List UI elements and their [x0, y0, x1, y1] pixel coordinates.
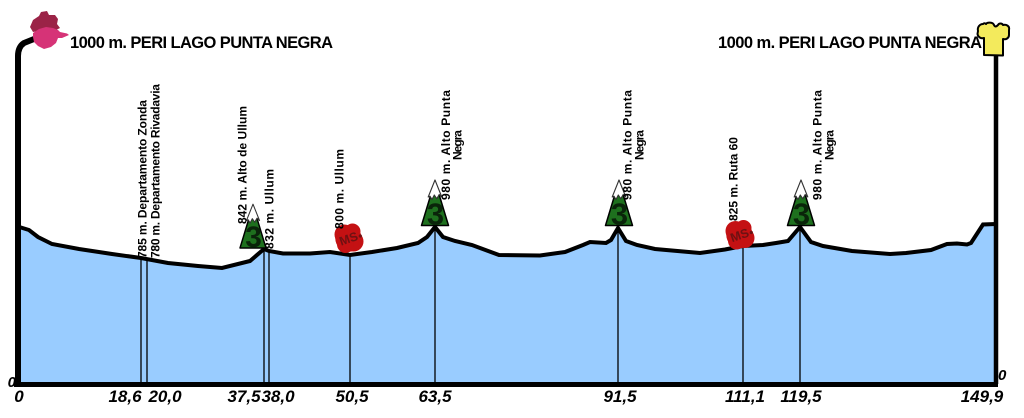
svg-text:0: 0: [998, 367, 1007, 384]
svg-text:1000 m. PERI LAGO PUNTA NEGRA: 1000 m. PERI LAGO PUNTA NEGRA: [718, 34, 982, 52]
svg-text:980 m. Alto Punta: 980 m. Alto Punta: [811, 90, 825, 200]
svg-text:800 m. Ullum: 800 m. Ullum: [333, 149, 347, 229]
svg-text:50,5: 50,5: [335, 387, 369, 406]
svg-text:0: 0: [8, 374, 17, 391]
svg-text:149,9: 149,9: [961, 387, 1004, 406]
svg-text:18,6: 18,6: [108, 387, 142, 406]
svg-text:832 m. Ullum: 832 m. Ullum: [263, 169, 277, 249]
svg-text:38,0: 38,0: [261, 387, 295, 406]
svg-text:Negra: Negra: [823, 130, 837, 160]
svg-text:785 m. Departamento Zonda: 785 m. Departamento Zonda: [136, 100, 150, 258]
svg-text:980 m. Alto Punta: 980 m. Alto Punta: [439, 90, 453, 200]
svg-text:0: 0: [14, 387, 24, 406]
svg-text:Negra: Negra: [633, 130, 647, 160]
svg-text:MS: MS: [338, 229, 360, 248]
svg-text:825 m. Ruta 60: 825 m. Ruta 60: [727, 137, 741, 221]
svg-text:111,1: 111,1: [725, 387, 765, 406]
svg-text:63,5: 63,5: [418, 387, 452, 406]
svg-text:20,0: 20,0: [147, 387, 182, 406]
svg-text:1000 m. PERI LAGO PUNTA NEGRA: 1000 m. PERI LAGO PUNTA NEGRA: [70, 34, 333, 52]
svg-text:Negra: Negra: [451, 130, 465, 160]
svg-text:MS: MS: [729, 226, 751, 245]
svg-text:842 m. Alto de Ullum: 842 m. Alto de Ullum: [236, 106, 250, 224]
svg-text:37,5: 37,5: [227, 387, 261, 406]
svg-text:91,5: 91,5: [603, 387, 637, 406]
svg-text:780 m. Departamento Rivadavia: 780 m. Departamento Rivadavia: [149, 84, 163, 258]
svg-text:980 m. Alto Punta: 980 m. Alto Punta: [621, 90, 635, 200]
svg-text:119,5: 119,5: [780, 387, 822, 406]
